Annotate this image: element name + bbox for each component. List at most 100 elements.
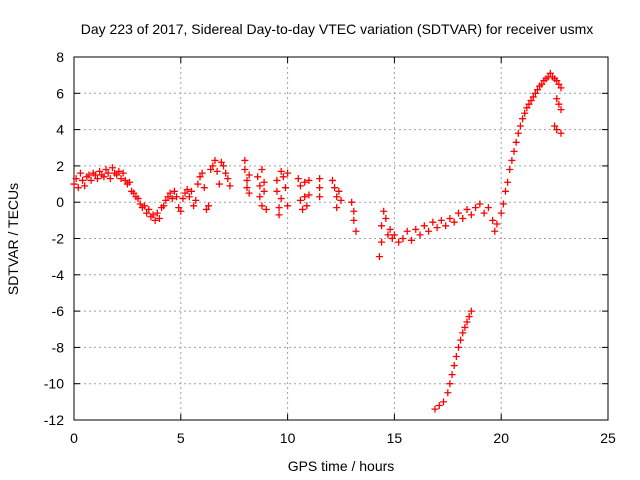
data-point bbox=[335, 187, 343, 195]
data-point bbox=[467, 211, 475, 219]
data-point bbox=[117, 175, 125, 183]
data-point bbox=[175, 204, 183, 212]
data-point bbox=[467, 307, 475, 315]
data-point bbox=[555, 80, 563, 88]
data-point bbox=[440, 398, 448, 406]
y-tick-label: -2 bbox=[52, 231, 65, 247]
data-point bbox=[198, 169, 206, 177]
data-point bbox=[450, 218, 458, 226]
data-point bbox=[378, 222, 386, 230]
data-point bbox=[187, 187, 195, 195]
data-point bbox=[93, 175, 101, 183]
data-point bbox=[538, 80, 546, 88]
data-point bbox=[437, 216, 445, 224]
data-point bbox=[273, 187, 281, 195]
data-point bbox=[254, 173, 262, 181]
y-axis-label: SDTVAR / TECUs bbox=[5, 183, 21, 295]
data-point bbox=[303, 202, 311, 210]
y-tick-label: -8 bbox=[52, 339, 65, 355]
data-point bbox=[108, 164, 116, 172]
data-point bbox=[412, 225, 420, 233]
data-point bbox=[173, 193, 181, 201]
data-point bbox=[452, 352, 460, 360]
data-point bbox=[444, 389, 452, 397]
x-axis-label: GPS time / hours bbox=[288, 458, 395, 474]
data-point bbox=[514, 129, 522, 137]
data-point bbox=[136, 200, 144, 208]
data-point bbox=[557, 106, 565, 114]
data-point bbox=[217, 158, 225, 166]
data-point bbox=[416, 231, 424, 239]
data-point bbox=[211, 156, 219, 164]
data-point bbox=[256, 193, 264, 201]
data-point bbox=[226, 182, 234, 190]
data-point bbox=[140, 202, 148, 210]
data-point bbox=[126, 178, 134, 186]
data-point bbox=[196, 173, 204, 181]
data-point bbox=[553, 77, 561, 85]
data-point bbox=[337, 196, 345, 204]
data-point bbox=[192, 196, 200, 204]
data-points bbox=[70, 69, 565, 413]
data-point bbox=[461, 323, 469, 331]
series-mid-day-clusters bbox=[241, 156, 360, 235]
data-point bbox=[70, 180, 78, 188]
data-point bbox=[299, 205, 307, 213]
axis-ticks bbox=[73, 56, 609, 421]
data-point bbox=[390, 231, 398, 239]
data-point bbox=[521, 109, 529, 117]
data-point bbox=[305, 191, 313, 199]
data-point bbox=[153, 209, 161, 217]
data-point bbox=[433, 224, 441, 232]
data-point bbox=[465, 313, 473, 321]
data-point bbox=[420, 222, 428, 230]
chart-title: Day 223 of 2017, Sidereal Day-to-day VTE… bbox=[81, 21, 594, 37]
data-point bbox=[546, 69, 554, 77]
data-point bbox=[85, 171, 93, 179]
series-main-band bbox=[70, 156, 234, 224]
series-afternoon-band bbox=[375, 69, 565, 261]
data-point bbox=[194, 180, 202, 188]
data-point bbox=[388, 235, 396, 242]
data-point bbox=[450, 362, 458, 370]
data-point bbox=[79, 176, 87, 184]
data-point bbox=[352, 227, 360, 235]
data-point bbox=[151, 216, 159, 224]
data-point bbox=[166, 189, 174, 197]
data-point bbox=[170, 187, 178, 195]
data-point bbox=[553, 95, 561, 103]
data-point bbox=[81, 182, 89, 190]
x-tick-label: 15 bbox=[387, 430, 403, 446]
data-point bbox=[296, 182, 304, 190]
data-point bbox=[104, 169, 112, 177]
data-point bbox=[305, 176, 313, 184]
data-point bbox=[260, 187, 268, 195]
data-point bbox=[143, 209, 151, 217]
data-point bbox=[106, 175, 114, 183]
data-point bbox=[534, 86, 542, 94]
data-point bbox=[243, 184, 251, 192]
data-point bbox=[378, 238, 386, 246]
data-point bbox=[501, 187, 509, 195]
data-point bbox=[119, 169, 127, 177]
data-point bbox=[76, 169, 84, 177]
data-point bbox=[113, 171, 121, 179]
data-point bbox=[162, 196, 170, 204]
data-point bbox=[224, 175, 232, 183]
y-tick-label: 4 bbox=[56, 122, 64, 138]
data-point bbox=[149, 211, 157, 219]
data-point bbox=[258, 166, 266, 174]
data-point bbox=[557, 129, 565, 137]
data-point bbox=[457, 336, 465, 344]
data-point bbox=[512, 138, 520, 146]
data-point bbox=[245, 189, 253, 197]
data-point bbox=[213, 167, 221, 175]
data-point bbox=[207, 166, 215, 174]
data-point bbox=[446, 215, 454, 223]
y-tick-label: -4 bbox=[52, 267, 65, 283]
data-point bbox=[491, 227, 499, 235]
data-point bbox=[504, 178, 512, 186]
data-point bbox=[200, 184, 208, 192]
data-point bbox=[555, 100, 563, 108]
